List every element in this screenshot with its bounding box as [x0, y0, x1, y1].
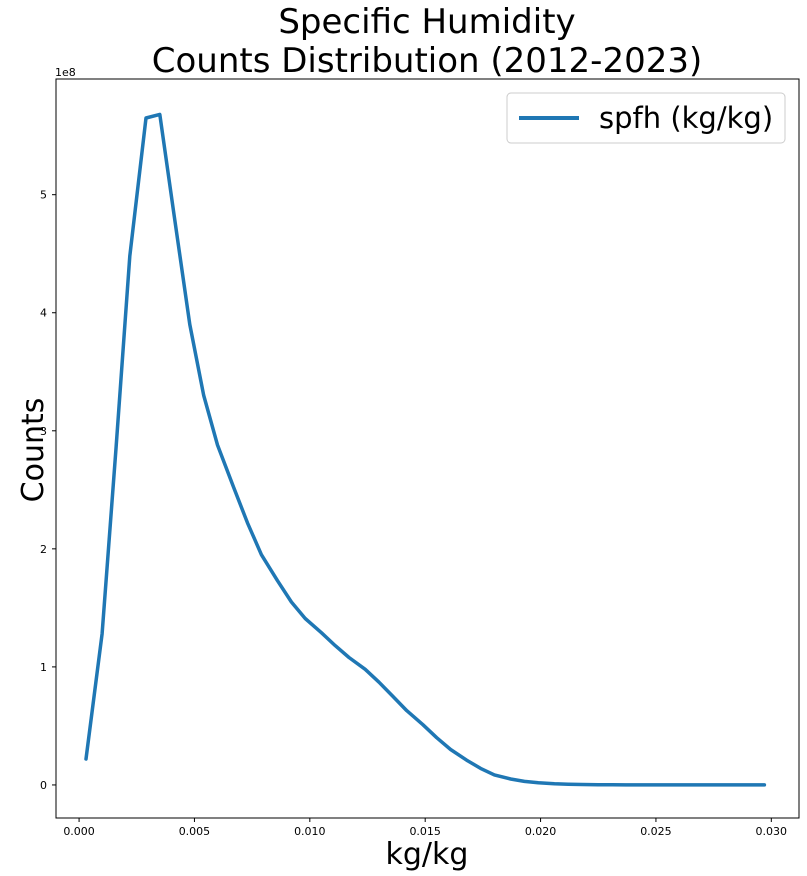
y-tick-label: 3	[40, 425, 47, 438]
x-tick-label: 0.030	[756, 825, 788, 838]
x-tick-label: 0.000	[63, 825, 95, 838]
legend-label: spfh (kg/kg)	[599, 101, 773, 135]
x-tick-label: 0.015	[409, 825, 441, 838]
y-axis-label: Counts	[16, 398, 51, 503]
legend: spfh (kg/kg)	[506, 92, 786, 144]
x-tick-label: 0.020	[525, 825, 557, 838]
legend-frame	[506, 92, 786, 144]
y-tick-label: 5	[40, 189, 47, 202]
y-tick-label: 2	[40, 543, 47, 556]
x-tick-label: 0.005	[179, 825, 211, 838]
chart-title-line-1: Specific Humidity	[278, 2, 575, 42]
x-tick-label: 0.010	[294, 825, 326, 838]
y-tick-label: 1	[40, 661, 47, 674]
y-axis-offset-label: 1e8	[55, 66, 76, 79]
plot-frame	[55, 78, 800, 819]
x-tick-label: 0.025	[640, 825, 672, 838]
chart-title-line-2: Counts Distribution (2012-2023)	[152, 41, 703, 81]
x-axis-label: kg/kg	[386, 837, 469, 872]
plot-area: 0.000 0.005 0.010 0.015 0.020 0.025 0.030 0 1 2 3 4…	[40, 78, 800, 838]
series-line-0	[84, 112, 767, 787]
y-tick-label: 4	[40, 307, 47, 320]
y-tick-label: 0	[40, 779, 47, 792]
